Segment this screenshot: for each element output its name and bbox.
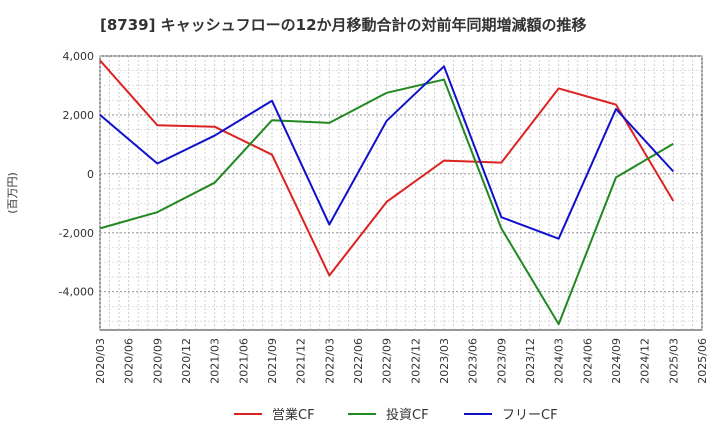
x-tick-label: 2022/03 xyxy=(323,338,336,384)
series-line-3 xyxy=(99,65,675,240)
x-tick-label: 2024/12 xyxy=(639,338,652,384)
legend-label: フリーCF xyxy=(502,408,558,423)
x-tick-label: 2023/06 xyxy=(467,338,480,384)
x-axis-ticks: 2020/03 2020/06 2020/09 2020/12 2021/03 2021/… xyxy=(94,338,709,384)
y-tick-label: -2,000 xyxy=(59,227,94,240)
y-axis-label: (百万円) xyxy=(6,172,19,214)
x-tick-label: 2022/09 xyxy=(381,338,394,384)
chart-title: [8739] キャッシュフローの12か月移動合計の対前年同期増減額の推移 xyxy=(100,16,587,34)
x-tick-label: 2021/06 xyxy=(237,338,250,384)
y-tick-label: -4,000 xyxy=(59,286,94,299)
x-tick-label: 2024/06 xyxy=(581,338,594,384)
x-tick-label: 2020/03 xyxy=(94,338,107,384)
legend-label: 営業CF xyxy=(272,407,315,423)
plot-area xyxy=(99,55,703,331)
y-axis-ticks: 4,000 2,000 0 -2,000 -4,000 xyxy=(59,50,94,299)
y-tick-label: 0 xyxy=(87,168,94,181)
series-line-2 xyxy=(99,78,674,326)
legend-label: 投資CF xyxy=(386,407,429,423)
x-tick-label: 2021/03 xyxy=(209,338,222,384)
grid-lines xyxy=(99,55,703,330)
x-tick-label: 2022/06 xyxy=(352,338,365,384)
x-tick-label: 2023/12 xyxy=(524,338,537,384)
x-tick-label: 2021/12 xyxy=(295,338,308,384)
legend: 営業CF 投資CF フリーCF xyxy=(234,407,558,423)
x-tick-label: 2025/03 xyxy=(667,338,680,384)
x-tick-label: 2020/12 xyxy=(180,338,193,384)
x-tick-label: 2025/06 xyxy=(696,338,709,384)
x-tick-label: 2023/03 xyxy=(438,338,451,384)
y-tick-label: 4,000 xyxy=(63,50,95,63)
y-tick-label: 2,000 xyxy=(63,109,95,122)
x-tick-label: 2024/03 xyxy=(553,338,566,384)
x-tick-label: 2020/09 xyxy=(151,338,164,384)
x-tick-label: 2023/09 xyxy=(495,338,508,384)
x-tick-label: 2022/12 xyxy=(409,338,422,384)
x-tick-label: 2024/09 xyxy=(610,338,623,384)
x-tick-label: 2020/06 xyxy=(123,338,136,384)
series-lines xyxy=(99,59,675,326)
series-line-1 xyxy=(99,59,675,277)
x-tick-label: 2021/09 xyxy=(266,338,279,384)
